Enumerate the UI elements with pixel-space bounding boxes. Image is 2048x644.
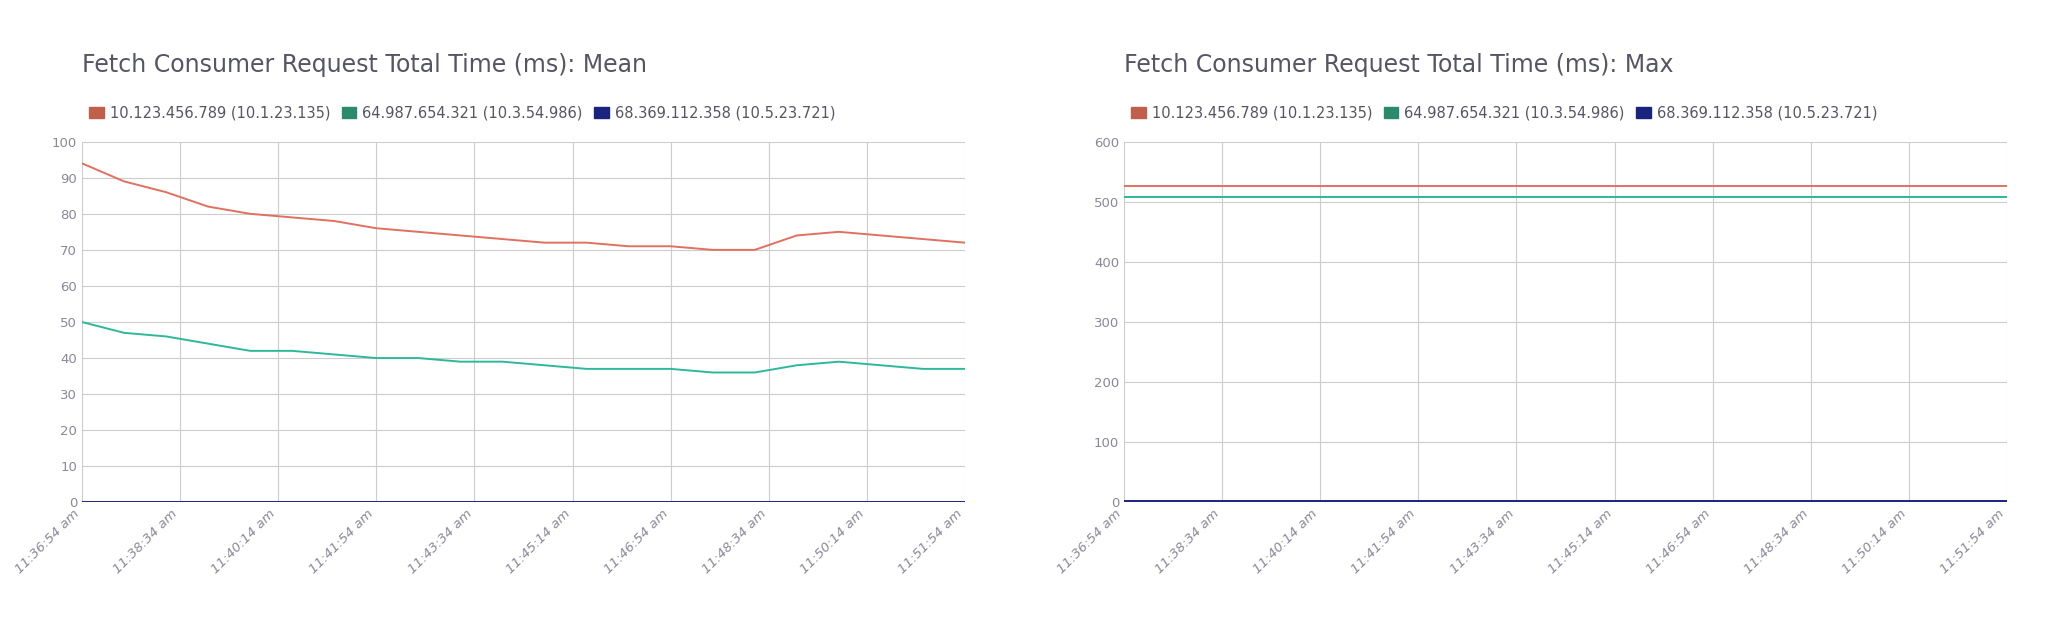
Legend: 10.123.456.789 (10.1.23.135), 64.987.654.321 (10.3.54.986), 68.369.112.358 (10.5: 10.123.456.789 (10.1.23.135), 64.987.654… <box>1130 106 1878 120</box>
Text: Fetch Consumer Request Total Time (ms): Max: Fetch Consumer Request Total Time (ms): … <box>1124 53 1673 77</box>
Text: Fetch Consumer Request Total Time (ms): Mean: Fetch Consumer Request Total Time (ms): … <box>82 53 647 77</box>
Legend: 10.123.456.789 (10.1.23.135), 64.987.654.321 (10.3.54.986), 68.369.112.358 (10.5: 10.123.456.789 (10.1.23.135), 64.987.654… <box>90 106 836 120</box>
